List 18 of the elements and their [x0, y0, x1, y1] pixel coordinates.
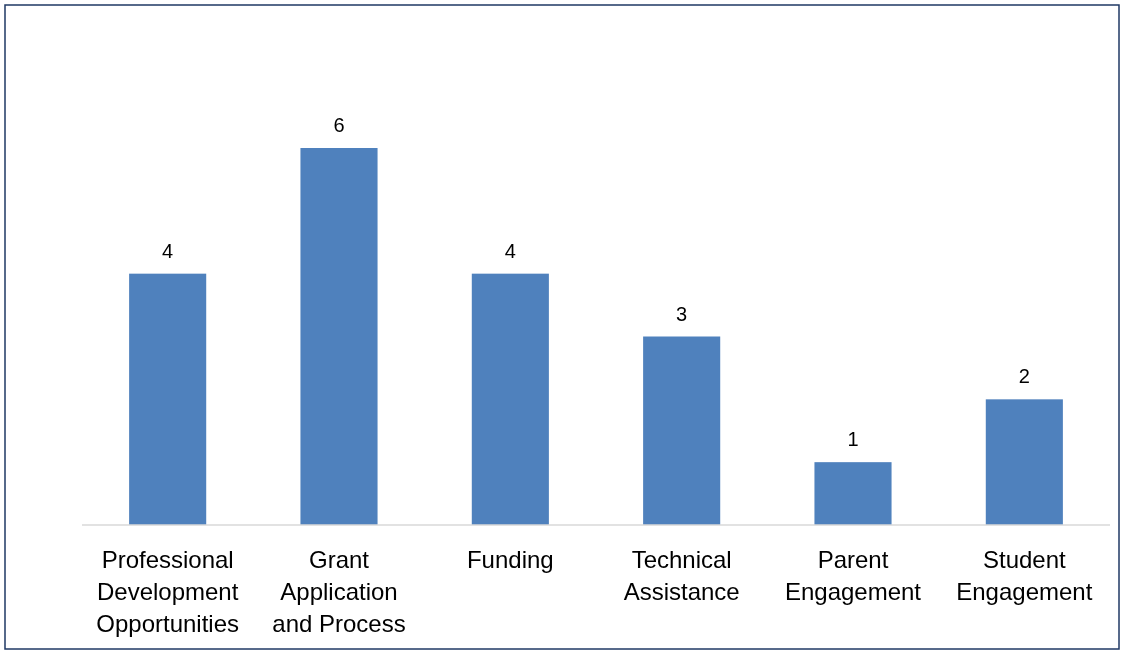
- data-label: 4: [162, 239, 174, 262]
- data-label: 2: [1018, 365, 1030, 388]
- bar: [643, 336, 721, 525]
- x-tick-label: Parent Engagement: [784, 546, 922, 605]
- x-tick-label: Professional Development Opportunities: [96, 546, 240, 637]
- bar: [471, 273, 549, 525]
- x-tick-label: Funding: [466, 546, 554, 573]
- data-label: 4: [504, 239, 516, 262]
- data-label: 1: [847, 428, 859, 451]
- x-tick-label: Technical Assistance: [623, 546, 740, 605]
- bar: [985, 399, 1063, 525]
- x-tick-label: Student Engagement: [956, 546, 1093, 605]
- data-label: 3: [676, 302, 688, 325]
- x-tick-label: Grant Application and Process: [272, 546, 406, 637]
- bar: [129, 273, 207, 525]
- bar: [300, 148, 378, 525]
- bar: [814, 462, 892, 525]
- data-label: 6: [333, 114, 345, 136]
